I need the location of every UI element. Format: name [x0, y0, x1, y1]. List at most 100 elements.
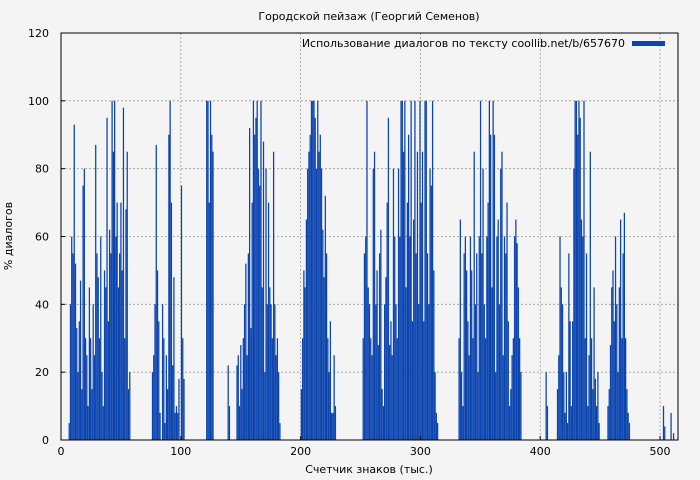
bar [564, 412, 566, 440]
bar [180, 185, 183, 440]
bar [662, 406, 665, 440]
bar [333, 355, 335, 440]
bar [622, 253, 624, 440]
bar [608, 389, 610, 440]
bar [367, 287, 369, 440]
bar [125, 209, 127, 440]
bar [329, 321, 332, 440]
y-tick-label: 80 [35, 163, 49, 176]
bar [270, 304, 272, 440]
bar [598, 423, 600, 440]
bar [587, 406, 589, 440]
bar [102, 406, 104, 440]
bar [588, 355, 590, 440]
bar [619, 219, 622, 440]
bar [585, 253, 588, 440]
bar [513, 236, 516, 440]
bar [106, 117, 108, 441]
bar [177, 412, 179, 440]
bar [68, 423, 70, 440]
bar [385, 277, 387, 440]
bar [396, 338, 398, 440]
bar [387, 117, 390, 441]
bar [228, 406, 231, 440]
bar [310, 100, 313, 440]
bar [420, 202, 422, 440]
bar [79, 280, 82, 440]
bar [238, 406, 241, 440]
bar [101, 372, 103, 440]
bar [500, 168, 502, 440]
bar [301, 338, 304, 440]
bar [484, 338, 487, 440]
y-tick-label: 40 [35, 298, 49, 311]
bar [411, 321, 414, 440]
bar [382, 406, 385, 440]
bar [464, 236, 467, 440]
y-axis-title: % диалогов [2, 202, 15, 270]
bar [318, 151, 320, 441]
bar [317, 100, 319, 440]
bar [616, 304, 618, 440]
bar [237, 355, 239, 440]
bar [488, 100, 490, 440]
bar [255, 117, 257, 441]
bar [124, 338, 126, 440]
bar [69, 304, 72, 440]
x-tick-label: 300 [410, 445, 431, 458]
bar [505, 253, 507, 440]
bar [566, 423, 569, 440]
plot-frame [60, 32, 679, 441]
bar [479, 100, 482, 440]
x-tick-label: 0 [58, 445, 65, 458]
bar [313, 100, 315, 440]
bar [154, 304, 156, 440]
bar [151, 372, 154, 440]
bar [332, 412, 334, 440]
bar [471, 270, 473, 440]
bar [314, 117, 316, 441]
bar [476, 253, 478, 440]
bar [88, 287, 91, 440]
bar [271, 338, 273, 440]
bar [370, 338, 372, 440]
bar [593, 287, 595, 440]
bar [380, 229, 382, 440]
bar [415, 253, 417, 440]
x-axis-ticks: 0 100 200 300 400 500 [58, 436, 671, 458]
bar [183, 378, 185, 440]
bar [402, 151, 405, 441]
bar [334, 406, 337, 440]
bar [246, 355, 248, 440]
bar [227, 365, 229, 440]
bar [670, 412, 672, 440]
bar [492, 100, 494, 440]
bar [574, 100, 576, 440]
bar [212, 151, 214, 441]
legend-swatch [632, 41, 665, 46]
bar [113, 100, 116, 440]
bar [381, 389, 383, 440]
bar [93, 355, 96, 440]
bar [309, 134, 311, 440]
bar [607, 406, 609, 440]
bar [399, 236, 401, 440]
bar [161, 304, 164, 440]
bar [266, 304, 268, 440]
bar [122, 107, 125, 440]
bar [493, 134, 496, 440]
bar [259, 185, 261, 440]
bar [462, 406, 464, 440]
bar [236, 365, 238, 440]
bar [252, 100, 255, 440]
y-tick-label: 0 [42, 434, 49, 447]
bar [460, 372, 463, 440]
bar [267, 202, 270, 440]
bar [103, 270, 106, 440]
bar [275, 355, 277, 440]
bar [613, 321, 615, 440]
bar [368, 304, 371, 440]
bar [207, 100, 209, 440]
bar [71, 236, 73, 440]
bar [428, 304, 430, 440]
